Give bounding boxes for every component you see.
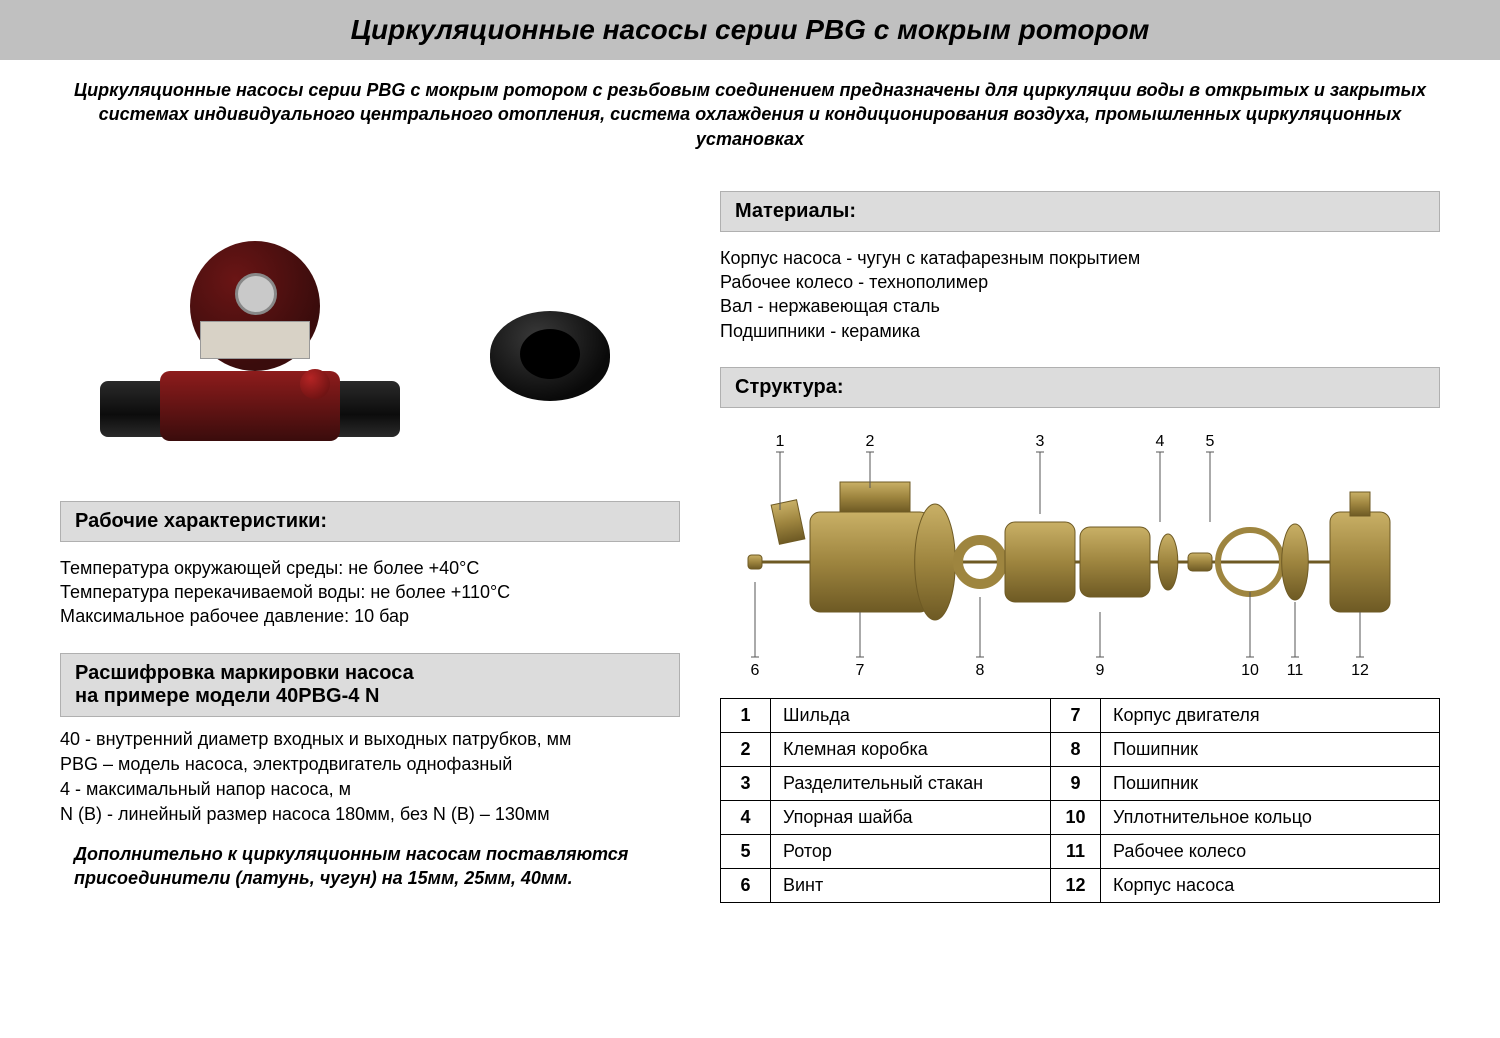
part-name: Рабочее колесо — [1101, 835, 1440, 869]
part-number: 6 — [721, 869, 771, 903]
material-line: Рабочее колесо - технополимер — [720, 270, 1440, 294]
two-column-layout: Рабочие характеристики: Температура окру… — [0, 191, 1500, 903]
pipe-fitting-illustration — [490, 311, 610, 401]
spec-line: Температура окружающей среды: не более +… — [60, 556, 680, 580]
svg-text:9: 9 — [1096, 662, 1105, 679]
addendum-line: присоединители (латунь, чугун) на 15мм, … — [74, 866, 680, 890]
table-row: 1Шильда7Корпус двигателя — [721, 699, 1440, 733]
part-number: 7 — [1051, 699, 1101, 733]
material-line: Корпус насоса - чугун с катафарезным пок… — [720, 246, 1440, 270]
decode-header-line: Расшифровка маркировки насоса — [75, 662, 665, 685]
materials-header: Материалы: — [720, 191, 1440, 232]
addendum-note: Дополнительно к циркуляционным насосам п… — [60, 842, 680, 891]
svg-text:7: 7 — [856, 662, 865, 679]
pump-illustration — [100, 221, 400, 451]
part-number: 12 — [1051, 869, 1101, 903]
part-name: Пошипник — [1101, 767, 1440, 801]
decode-line: PBG – модель насоса, электродвигатель од… — [60, 752, 680, 777]
table-row: 4Упорная шайба10Уплотнительное кольцо — [721, 801, 1440, 835]
svg-text:12: 12 — [1351, 662, 1369, 679]
decode-line: 40 - внутренний диаметр входных и выходн… — [60, 727, 680, 752]
part-number: 8 — [1051, 733, 1101, 767]
table-row: 2Клемная коробка8Пошипник — [721, 733, 1440, 767]
svg-text:8: 8 — [976, 662, 985, 679]
svg-text:11: 11 — [1287, 662, 1304, 679]
decode-line: N (В) - линейный размер насоса 180мм, бе… — [60, 802, 680, 827]
material-line: Подшипники - керамика — [720, 319, 1440, 343]
table-row: 6Винт12Корпус насоса — [721, 869, 1440, 903]
right-column: Материалы: Корпус насоса - чугун с катаф… — [720, 191, 1440, 903]
product-image-area — [60, 191, 680, 471]
part-name: Разделительный стакан — [771, 767, 1051, 801]
spec-line: Температура перекачиваемой воды: не боле… — [60, 580, 680, 604]
part-name: Пошипник — [1101, 733, 1440, 767]
part-name: Клемная коробка — [771, 733, 1051, 767]
spec-line: Максимальное рабочее давление: 10 бар — [60, 604, 680, 628]
part-name: Ротор — [771, 835, 1051, 869]
structure-exploded-diagram: 123456789101112 — [720, 422, 1440, 682]
part-number: 3 — [721, 767, 771, 801]
part-name: Шильда — [771, 699, 1051, 733]
svg-text:6: 6 — [751, 662, 760, 679]
page-title: Циркуляционные насосы серии PBG с мокрым… — [0, 0, 1500, 60]
decode-header: Расшифровка маркировки насоса на примере… — [60, 653, 680, 717]
table-row: 5Ротор11Рабочее колесо — [721, 835, 1440, 869]
part-name: Винт — [771, 869, 1051, 903]
decode-header-line: на примере модели 40PBG-4 N — [75, 685, 665, 708]
specs-header: Рабочие характеристики: — [60, 501, 680, 542]
part-name: Корпус насоса — [1101, 869, 1440, 903]
part-name: Упорная шайба — [771, 801, 1051, 835]
svg-text:1: 1 — [776, 433, 785, 450]
svg-text:3: 3 — [1036, 433, 1045, 450]
material-line: Вал - нержавеющая сталь — [720, 294, 1440, 318]
part-number: 9 — [1051, 767, 1101, 801]
decode-line: 4 - максимальный напор насоса, м — [60, 777, 680, 802]
part-number: 5 — [721, 835, 771, 869]
svg-text:10: 10 — [1241, 662, 1259, 679]
svg-text:5: 5 — [1206, 433, 1215, 450]
part-number: 1 — [721, 699, 771, 733]
structure-header: Структура: — [720, 367, 1440, 408]
intro-paragraph: Циркуляционные насосы серии PBG с мокрым… — [0, 78, 1500, 151]
page: Циркуляционные насосы серии PBG с мокрым… — [0, 0, 1500, 943]
specs-body: Температура окружающей среды: не более +… — [60, 556, 680, 629]
svg-text:2: 2 — [866, 433, 875, 450]
part-name: Корпус двигателя — [1101, 699, 1440, 733]
part-number: 4 — [721, 801, 771, 835]
addendum-line: Дополнительно к циркуляционным насосам п… — [74, 842, 680, 866]
table-row: 3Разделительный стакан9Пошипник — [721, 767, 1440, 801]
part-number: 11 — [1051, 835, 1101, 869]
part-number: 10 — [1051, 801, 1101, 835]
materials-body: Корпус насоса - чугун с катафарезным пок… — [720, 246, 1440, 343]
left-column: Рабочие характеристики: Температура окру… — [60, 191, 680, 903]
parts-table: 1Шильда7Корпус двигателя2Клемная коробка… — [720, 698, 1440, 903]
decode-body: 40 - внутренний диаметр входных и выходн… — [60, 727, 680, 828]
svg-text:4: 4 — [1156, 433, 1165, 450]
part-number: 2 — [721, 733, 771, 767]
part-name: Уплотнительное кольцо — [1101, 801, 1440, 835]
